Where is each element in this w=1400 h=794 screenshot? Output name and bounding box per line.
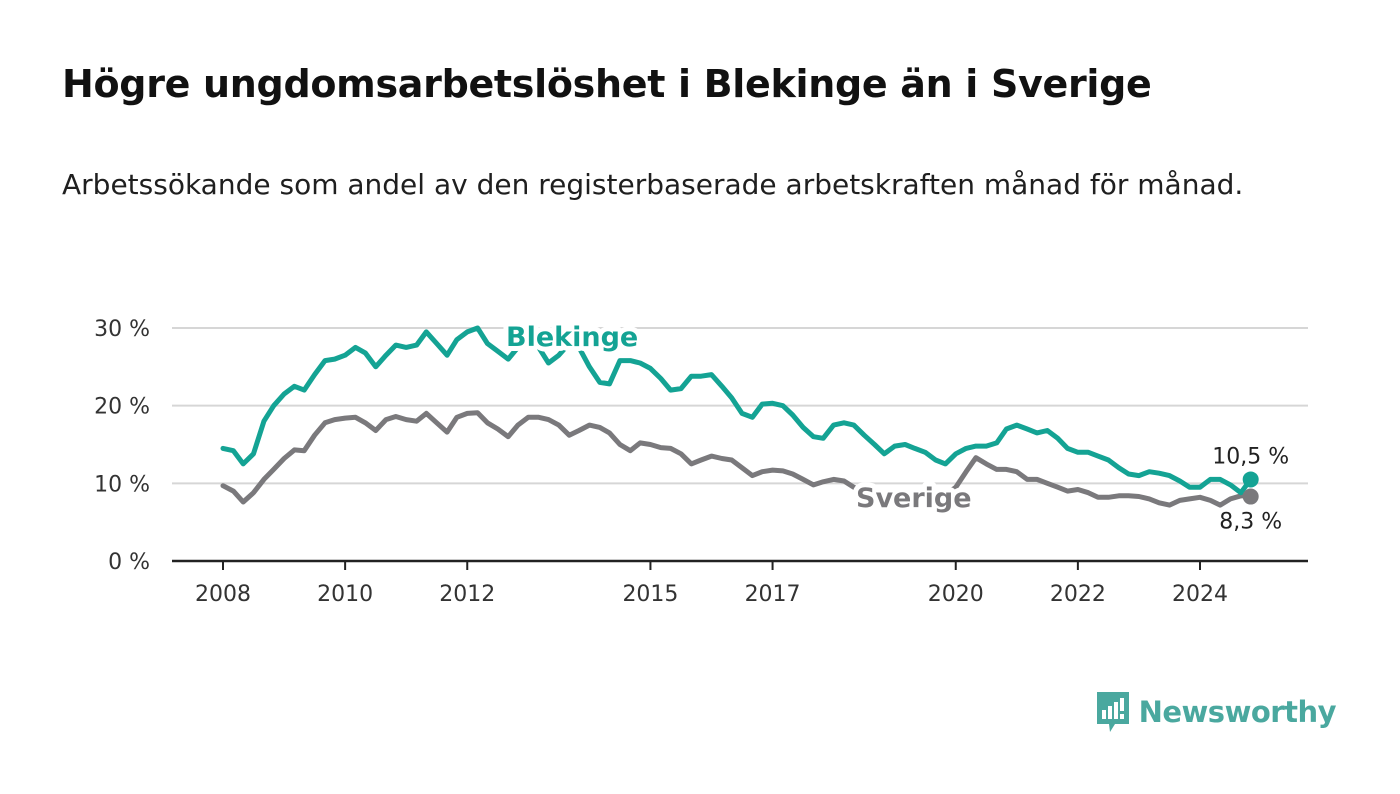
y-tick-label: 10 % xyxy=(94,472,150,497)
end-value-label-blekinge: 10,5 % xyxy=(1212,444,1289,469)
series-line-blekinge xyxy=(220,325,1254,496)
x-tick-label: 2008 xyxy=(195,582,251,607)
chart-subtitle: Arbetssökande som andel av den registerb… xyxy=(62,168,1244,201)
x-tick-label: 2010 xyxy=(317,582,373,607)
y-tick-label: 20 % xyxy=(94,395,150,420)
series-label-halo: Blekinge xyxy=(506,322,638,353)
x-tick-label: 2017 xyxy=(745,582,801,607)
series-label-sverige: Sverige xyxy=(856,483,972,514)
end-value-label-sverige: 8,3 % xyxy=(1219,510,1282,535)
x-tick-label: 2022 xyxy=(1050,582,1106,607)
series-label-halo: Sverige xyxy=(856,483,972,514)
x-tick-label: 2020 xyxy=(928,582,984,607)
y-tick-label: 0 % xyxy=(108,550,150,575)
newsworthy-chart-bubble-icon xyxy=(1096,692,1129,732)
series-label-blekinge: Blekinge xyxy=(506,322,638,353)
series-line-sverige xyxy=(220,410,1254,508)
end-point-sverige xyxy=(1242,488,1259,505)
x-tick-label: 2012 xyxy=(439,582,495,607)
brand-logo: Newsworthy xyxy=(1095,690,1337,734)
y-tick-label: 30 % xyxy=(94,317,150,342)
brand-name: Newsworthy xyxy=(1138,695,1337,729)
chart-title: Högre ungdomsarbetslöshet i Blekinge än … xyxy=(62,62,1152,106)
end-point-blekinge xyxy=(1242,471,1259,488)
x-tick-label: 2015 xyxy=(622,582,678,607)
x-tick-label: 2024 xyxy=(1172,582,1228,607)
